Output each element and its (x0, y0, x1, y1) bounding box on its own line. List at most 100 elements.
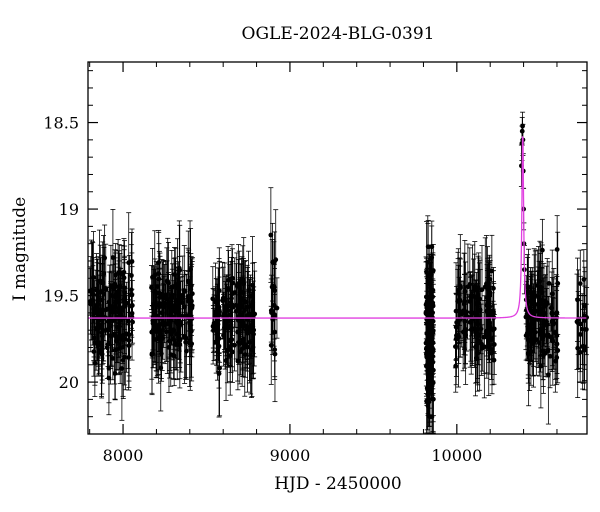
data-point (490, 327, 496, 333)
data-point (94, 287, 99, 293)
data-point (533, 309, 539, 314)
data-point (250, 314, 256, 320)
data-point (269, 284, 275, 290)
data-point (178, 322, 184, 328)
data-point (427, 414, 433, 420)
data-point (149, 285, 154, 290)
data-point (157, 331, 163, 337)
data-point (91, 349, 97, 354)
data-point (230, 302, 236, 308)
data-point (425, 307, 431, 313)
data-point (575, 345, 581, 351)
data-point (555, 280, 561, 286)
data-point (430, 396, 436, 402)
data-point (170, 284, 175, 290)
data-point (91, 335, 97, 341)
data-point (213, 339, 219, 345)
data-point (228, 322, 234, 328)
y-tick-label: 19 (59, 200, 79, 219)
data-point (177, 341, 183, 347)
data-point (113, 292, 119, 297)
data-point (175, 297, 181, 303)
data-point (156, 276, 162, 282)
model-curve (88, 135, 587, 319)
data-point (151, 301, 157, 307)
data-point (423, 340, 429, 346)
data-point (424, 269, 429, 275)
data-point (96, 322, 102, 328)
data-point (222, 322, 228, 328)
data-point (430, 340, 436, 346)
data-point (174, 319, 179, 325)
plot-area (87, 111, 590, 434)
data-point (129, 310, 135, 316)
data-point (172, 341, 178, 347)
data-point (537, 278, 543, 284)
data-point (489, 336, 495, 342)
data-point (542, 298, 548, 304)
data-point (125, 318, 131, 324)
data-point (489, 268, 495, 274)
data-point (230, 349, 235, 355)
data-point (249, 347, 255, 353)
data-point (154, 328, 160, 334)
data-point (491, 311, 496, 317)
data-point (116, 346, 122, 351)
data-point (174, 331, 180, 337)
data-point (551, 321, 556, 327)
data-point (246, 287, 251, 293)
data-point (429, 255, 435, 260)
data-point (536, 287, 542, 293)
data-point (547, 353, 553, 359)
data-point (552, 358, 558, 364)
data-point (530, 327, 536, 333)
data-point (216, 304, 222, 310)
data-point (227, 344, 233, 350)
data-point (268, 342, 274, 348)
data-point (242, 298, 247, 304)
data-point (115, 288, 121, 294)
data-point (477, 307, 483, 313)
data-point (547, 334, 553, 340)
data-point (581, 277, 587, 282)
data-point (227, 338, 233, 344)
data-point (106, 299, 112, 305)
data-point (100, 327, 106, 333)
data-point (154, 336, 160, 342)
data-point (217, 365, 222, 371)
data-point (491, 342, 497, 347)
data-point (554, 341, 560, 347)
data-point (550, 338, 556, 344)
data-point (164, 321, 170, 327)
data-point (102, 255, 108, 261)
data-point (216, 371, 222, 376)
data-point (156, 290, 162, 296)
data-point (247, 326, 253, 332)
data-point (189, 305, 195, 311)
data-point (93, 326, 99, 332)
data-point (156, 324, 162, 330)
data-point (161, 295, 166, 301)
data-point (583, 327, 589, 332)
data-point (227, 353, 233, 359)
data-point (241, 281, 247, 287)
data-point (224, 303, 230, 309)
data-point (176, 287, 182, 293)
data-point (272, 347, 278, 353)
data-point (224, 347, 230, 353)
data-point (237, 318, 243, 324)
data-point (215, 329, 220, 335)
data-point (229, 295, 234, 301)
data-point (227, 312, 233, 318)
data-point (525, 351, 531, 356)
x-axis-label: HJD - 2450000 (274, 474, 402, 494)
data-point (93, 303, 99, 308)
data-point (103, 287, 109, 292)
data-point (177, 337, 183, 343)
data-point (169, 295, 175, 301)
data-point (540, 353, 546, 359)
data-point (581, 347, 587, 353)
data-point (430, 268, 436, 273)
data-point (462, 318, 468, 324)
